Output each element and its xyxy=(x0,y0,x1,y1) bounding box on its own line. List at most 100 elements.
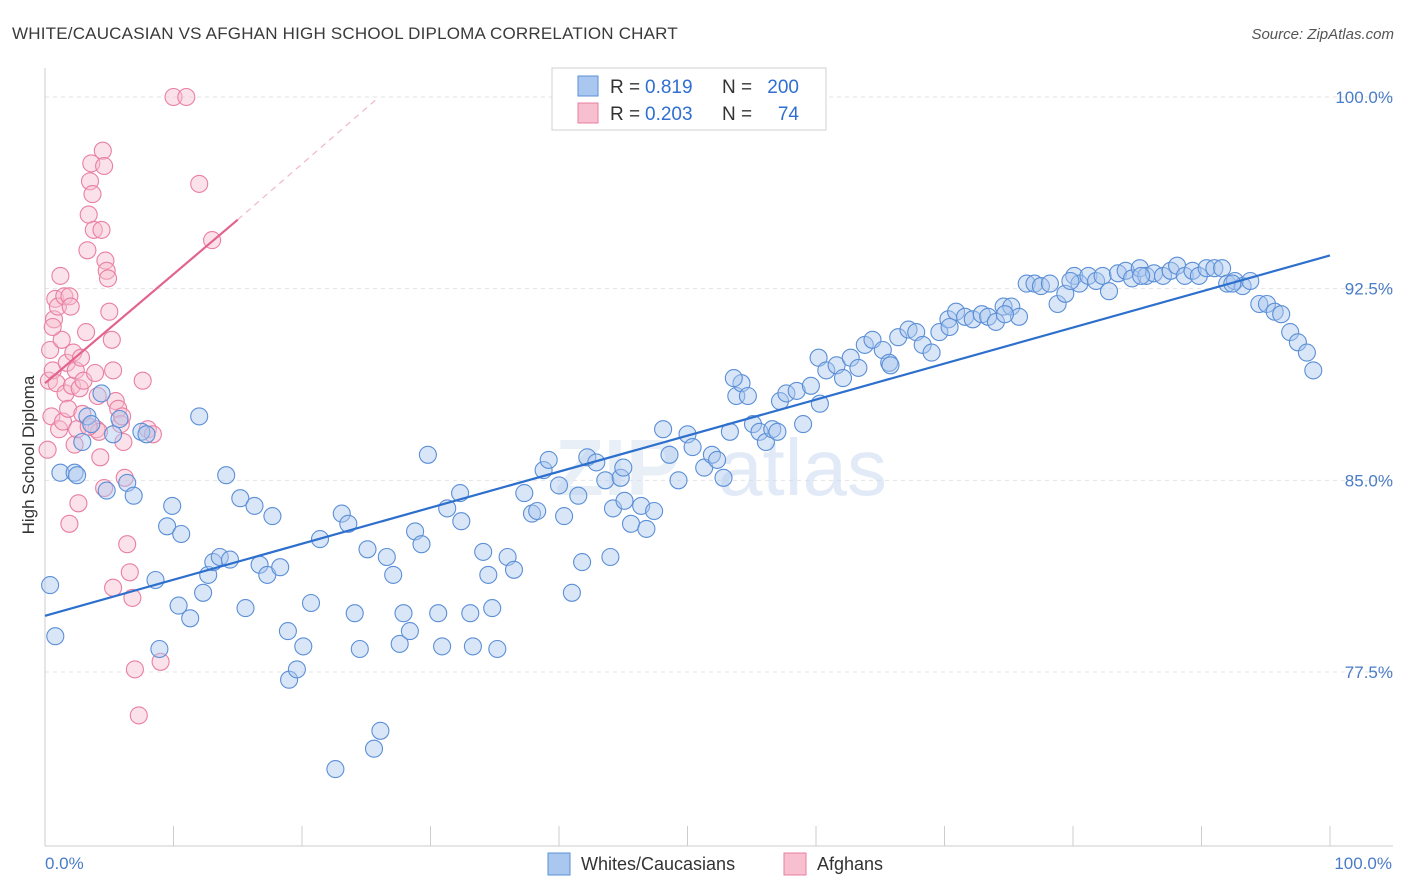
x-axis-ticks xyxy=(44,826,1331,846)
whites-point-109 xyxy=(763,420,782,439)
bottom-legend-label-whites: Whites/Caucasians xyxy=(581,854,735,874)
afghans-point-13 xyxy=(55,287,74,306)
whites-point-11 xyxy=(110,409,129,429)
series-afghans xyxy=(38,87,222,725)
whites-point-165 xyxy=(1197,259,1216,278)
whites-point-48 xyxy=(358,540,377,559)
legend-r-value-1: 0.819 xyxy=(645,77,693,98)
y-tick-label-1: 92.5% xyxy=(1345,280,1393,299)
whites-point-152 xyxy=(1099,282,1119,301)
whites-point-77 xyxy=(549,476,569,495)
whites-point-93 xyxy=(654,420,673,439)
whites-point-179 xyxy=(1304,361,1323,380)
whites-point-53 xyxy=(390,634,409,653)
afghans-point-8 xyxy=(48,297,67,316)
whites-point-87 xyxy=(611,468,630,487)
afghans-point-53 xyxy=(113,407,132,426)
afghans-point-49 xyxy=(104,361,123,380)
whites-point-57 xyxy=(412,535,431,554)
whites-point-120 xyxy=(849,358,868,377)
whites-point-101 xyxy=(714,468,733,487)
afghans-point-65 xyxy=(177,87,196,107)
afghans-point-45 xyxy=(97,261,116,280)
whites-point-129 xyxy=(922,343,941,362)
whites-point-145 xyxy=(1048,294,1067,314)
whites-point-31 xyxy=(236,599,255,618)
whites-point-35 xyxy=(263,507,282,526)
whites-point-4 xyxy=(68,466,87,485)
whites-point-54 xyxy=(394,604,413,623)
afghans-point-26 xyxy=(71,348,91,367)
afghans-point-14 xyxy=(56,384,75,403)
whites-point-43 xyxy=(326,760,345,779)
whites-point-44 xyxy=(332,504,351,523)
whites-point-27 xyxy=(210,547,229,567)
y-tick-label-3: 77.5% xyxy=(1345,663,1393,682)
whites-point-55 xyxy=(400,622,419,641)
whites-point-140 xyxy=(1009,307,1029,326)
afghans-point-64 xyxy=(164,87,183,107)
whites-point-22 xyxy=(181,609,200,628)
whites-point-184 xyxy=(881,356,900,375)
whites-point-20 xyxy=(169,596,188,615)
whites-point-47 xyxy=(350,639,369,659)
whites-point-39 xyxy=(287,660,306,679)
whites-point-187 xyxy=(1061,271,1080,291)
afghans-point-57 xyxy=(123,588,142,607)
whites-point-185 xyxy=(940,317,959,337)
bottom-legend-swatch-whites xyxy=(547,852,571,876)
whites-point-40 xyxy=(294,637,313,656)
whites-point-182 xyxy=(768,422,787,441)
whites-point-0 xyxy=(41,576,60,595)
whites-point-89 xyxy=(621,514,641,533)
whites-point-181 xyxy=(724,369,743,388)
whites-point-52 xyxy=(384,565,403,584)
afghans-point-46 xyxy=(98,269,118,288)
whites-point-9 xyxy=(97,481,116,500)
afghans-trend-extension xyxy=(237,96,380,221)
whites-point-32 xyxy=(245,496,264,515)
afghans-point-10 xyxy=(51,266,70,285)
whites-point-80 xyxy=(569,486,588,505)
afghans-point-73 xyxy=(114,432,133,452)
series-legend: Whites/Caucasians Afghans xyxy=(547,852,883,876)
whites-point-69 xyxy=(488,639,507,659)
whites-point-23 xyxy=(190,407,209,426)
whites-point-175 xyxy=(1272,305,1291,324)
afghans-point-54 xyxy=(115,468,134,487)
afghans-point-56 xyxy=(120,563,139,582)
whites-point-144 xyxy=(1040,274,1059,293)
afghans-point-43 xyxy=(95,156,114,176)
afghans-point-48 xyxy=(102,330,121,349)
whites-point-49 xyxy=(364,739,384,758)
trend-lines xyxy=(44,96,1331,617)
y-tick-label-2: 85.0% xyxy=(1345,471,1393,490)
whites-point-64 xyxy=(461,604,480,623)
whites-point-19 xyxy=(163,496,182,515)
whites-point-21 xyxy=(172,524,191,544)
whites-point-10 xyxy=(104,425,123,444)
whites-point-111 xyxy=(777,384,796,403)
whites-point-74 xyxy=(528,501,547,521)
legend-n-value-1: 200 xyxy=(767,77,799,98)
whites-point-65 xyxy=(463,637,482,656)
whites-point-91 xyxy=(637,519,656,538)
whites-point-78 xyxy=(555,507,574,526)
afghans-point-18 xyxy=(61,297,80,316)
afghans-point-68 xyxy=(43,317,62,337)
afghans-point-59 xyxy=(129,706,148,725)
afghans-point-30 xyxy=(78,241,97,260)
watermark-right: atlas xyxy=(718,423,887,512)
afghans-point-39 xyxy=(89,422,109,441)
grid-lines xyxy=(45,96,1393,673)
whites-trend-line xyxy=(44,254,1331,617)
whites-point-45 xyxy=(339,514,358,533)
whites-point-59 xyxy=(429,604,448,623)
whites-point-177 xyxy=(1288,333,1307,352)
whites-point-92 xyxy=(645,501,664,521)
afghans-point-0 xyxy=(38,440,57,459)
afghans-point-72 xyxy=(104,578,123,597)
whites-point-116 xyxy=(817,361,836,380)
whites-point-178 xyxy=(1297,343,1316,362)
whites-point-85 xyxy=(601,547,620,567)
